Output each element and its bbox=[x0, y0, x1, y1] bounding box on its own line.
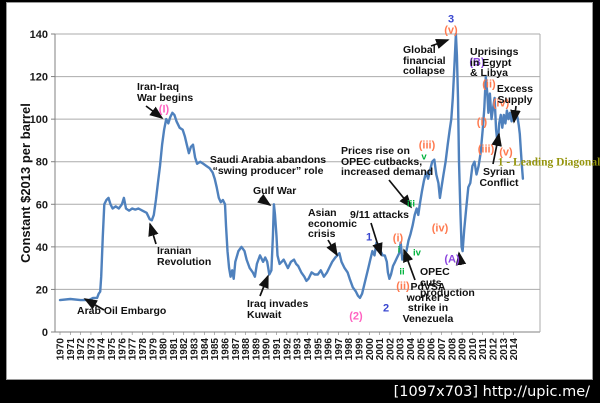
x-axis-tick-label: 1997 bbox=[334, 338, 345, 361]
price-line bbox=[58, 32, 525, 302]
x-axis-tick-label: 1975 bbox=[107, 338, 118, 361]
x-axis-tick-label: 1999 bbox=[354, 338, 365, 361]
y-axis-tick-label: 80 bbox=[36, 157, 48, 169]
y-axis-tick-label: 140 bbox=[30, 29, 48, 41]
x-axis-tick-label: 1982 bbox=[179, 338, 190, 361]
y-axis-tick-label: 20 bbox=[36, 284, 48, 296]
annotation-arrow-iraq-invades-kuwait bbox=[258, 274, 269, 297]
x-axis-tick-label: 1976 bbox=[117, 338, 128, 361]
x-axis-tick-label: 1992 bbox=[282, 338, 293, 361]
x-axis-tick-label: 2013 bbox=[499, 338, 510, 361]
x-axis-tick-label: 1990 bbox=[262, 338, 273, 361]
annotation-arrow-syrian-conflict bbox=[491, 132, 502, 165]
x-axis-tick-label: 2003 bbox=[396, 338, 407, 361]
x-axis-tick-label: 1984 bbox=[200, 338, 211, 361]
x-axis-tick-label: 2008 bbox=[447, 338, 458, 361]
x-axis-tick-label: 2000 bbox=[365, 338, 376, 361]
watermark-text: [1097x703] http://upic.me/ bbox=[393, 384, 590, 400]
x-axis-tick-label: 2007 bbox=[437, 338, 448, 361]
watermark-bar: [1097x703] http://upic.me/ bbox=[0, 382, 600, 403]
x-axis-tick-label: 1980 bbox=[159, 338, 170, 361]
x-axis-tick-label: 1987 bbox=[231, 338, 242, 361]
x-axis-tick-label: 1970 bbox=[56, 338, 67, 361]
y-axis-tick-label: 0 bbox=[42, 327, 48, 339]
x-axis-tick-label: 1986 bbox=[220, 338, 231, 361]
x-axis-tick-label: 2001 bbox=[375, 338, 386, 361]
y-axis-tick-label: 40 bbox=[36, 242, 48, 254]
annotation-arrow-excess-supply bbox=[510, 105, 521, 124]
x-axis-tick-label: 1998 bbox=[344, 338, 355, 361]
annotation-arrow-iranian-revolution bbox=[148, 222, 159, 245]
x-axis-tick-label: 1991 bbox=[272, 338, 283, 361]
x-axis-tick-label: 1989 bbox=[251, 338, 262, 361]
x-axis-tick-label: 1996 bbox=[324, 338, 335, 361]
y-axis-title: Constant $2013 per barrel bbox=[18, 103, 33, 263]
x-axis-tick-label: 1973 bbox=[86, 338, 97, 361]
annotation-arrow-iran-iraq-war-begins bbox=[145, 105, 164, 120]
x-axis-tick-label: 1972 bbox=[76, 338, 87, 361]
x-axis-tick-label: 1995 bbox=[313, 338, 324, 361]
x-axis-tick-label: 1974 bbox=[97, 338, 108, 361]
x-axis-tick-label: 2002 bbox=[385, 338, 396, 361]
chart-canvas bbox=[6, 2, 593, 380]
x-axis-tick-label: 1977 bbox=[128, 338, 139, 361]
x-axis-tick-label: 1993 bbox=[293, 338, 304, 361]
x-axis-tick-label: 1985 bbox=[210, 338, 221, 361]
y-axis-tick-label: 60 bbox=[36, 199, 48, 211]
annotation-arrow-opec-cuts-production bbox=[455, 251, 467, 266]
x-axis-tick-label: 2012 bbox=[489, 338, 500, 361]
annotation-arrow-asian-economic-crisis bbox=[326, 239, 338, 257]
annotation-arrow-prices-rise-opec-cutbacks bbox=[388, 179, 413, 209]
x-axis-tick-label: 1971 bbox=[66, 338, 77, 361]
x-axis-tick-label: 2004 bbox=[406, 338, 417, 361]
y-axis-tick-label: 100 bbox=[30, 114, 48, 126]
annotation-arrow-nine-eleven-attacks bbox=[370, 222, 383, 257]
annotation-arrow-pdvsa-strike-venezuela bbox=[403, 248, 416, 281]
x-axis-tick-label: 1981 bbox=[169, 338, 180, 361]
y-axis-tick-label: 120 bbox=[30, 72, 48, 84]
annotation-arrow-arab-oil-embargo bbox=[83, 298, 105, 311]
x-axis-tick-label: 2009 bbox=[458, 338, 469, 361]
x-axis-tick-label: 1983 bbox=[190, 338, 201, 361]
x-axis-tick-label: 2014 bbox=[509, 338, 520, 361]
x-axis-tick-label: 2011 bbox=[478, 338, 489, 360]
x-axis-tick-label: 2010 bbox=[468, 338, 479, 361]
annotation-arrow-gulf-war bbox=[257, 193, 272, 206]
annotation-arrow-global-financial-collapse bbox=[430, 38, 450, 49]
x-axis-tick-label: 1979 bbox=[148, 338, 159, 361]
x-axis-tick-label: 1978 bbox=[138, 338, 149, 361]
x-axis-tick-label: 1988 bbox=[241, 338, 252, 361]
x-axis-tick-label: 2005 bbox=[416, 338, 427, 361]
x-axis-tick-label: 2006 bbox=[427, 338, 438, 361]
x-axis-tick-label: 1994 bbox=[303, 338, 314, 361]
